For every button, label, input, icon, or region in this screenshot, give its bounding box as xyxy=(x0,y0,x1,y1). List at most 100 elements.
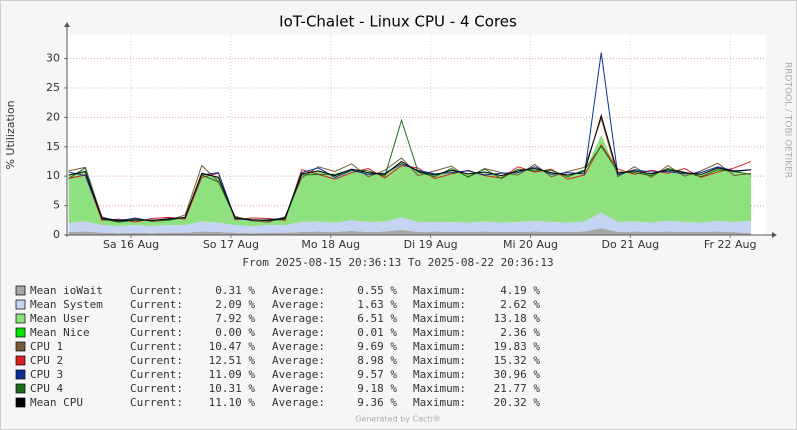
stat-label: Maximum: xyxy=(413,368,466,381)
stat-value: 9.57 % xyxy=(357,368,397,381)
y-axis-label: % Utilization xyxy=(4,100,17,169)
axis-arrow xyxy=(64,22,70,27)
stat-label: Current: xyxy=(130,382,183,395)
stat-label: Current: xyxy=(130,368,183,381)
y-tick-label: 10 xyxy=(46,169,60,182)
marks xyxy=(68,52,752,235)
legend-label: CPU 3 xyxy=(30,368,63,381)
x-tick-label: Mi 20 Aug xyxy=(503,238,558,251)
stat-value: 11.09 % xyxy=(209,368,256,381)
stat-value: 0.31 % xyxy=(215,284,255,297)
stat-value: 7.92 % xyxy=(215,312,255,325)
stack-area xyxy=(68,135,752,227)
legend-label: CPU 2 xyxy=(30,354,63,367)
stat-label: Current: xyxy=(130,312,183,325)
stat-value: 2.36 % xyxy=(500,326,540,339)
stat-label: Average: xyxy=(272,312,325,325)
stat-label: Average: xyxy=(272,368,325,381)
legend-swatch xyxy=(15,285,26,296)
stat-value: 10.31 % xyxy=(209,382,256,395)
stat-value: 6.51 % xyxy=(357,312,397,325)
x-tick-label: Di 19 Aug xyxy=(404,238,458,251)
legend-label: CPU 4 xyxy=(30,382,63,395)
stat-value: 13.18 % xyxy=(494,312,541,325)
chart-title: IoT-Chalet - Linux CPU - 4 Cores xyxy=(279,13,517,31)
x-tick-label: Fr 22 Aug xyxy=(704,238,757,251)
stat-label: Current: xyxy=(130,396,183,409)
y-tick-label: 0 xyxy=(53,228,60,241)
stat-value: 8.98 % xyxy=(357,354,397,367)
stat-label: Average: xyxy=(272,284,325,297)
stat-value: 15.32 % xyxy=(494,354,541,367)
stat-value: 11.10 % xyxy=(209,396,256,409)
stat-label: Average: xyxy=(272,340,325,353)
stat-label: Average: xyxy=(272,326,325,339)
x-tick-label: Mo 18 Aug xyxy=(301,238,360,251)
axis-arrow xyxy=(772,232,777,238)
stat-value: 20.32 % xyxy=(494,396,541,409)
x-tick-label: Do 21 Aug xyxy=(602,238,660,251)
y-tick-label: 15 xyxy=(46,140,60,153)
stat-label: Maximum: xyxy=(413,312,466,325)
y-tick-label: 30 xyxy=(46,52,60,65)
legend-label: CPU 1 xyxy=(30,340,63,353)
stat-label: Average: xyxy=(272,298,325,311)
stat-value: 12.51 % xyxy=(209,354,256,367)
stat-label: Current: xyxy=(130,340,183,353)
stat-value: 0.00 % xyxy=(215,326,255,339)
legend-swatch xyxy=(15,327,26,338)
stat-label: Maximum: xyxy=(413,284,466,297)
stat-value: 1.63 % xyxy=(357,298,397,311)
stat-label: Current: xyxy=(130,298,183,311)
legend-swatch xyxy=(15,383,26,394)
stat-value: 0.55 % xyxy=(357,284,397,297)
stat-value: 19.83 % xyxy=(494,340,541,353)
x-tick-label: So 17 Aug xyxy=(203,238,259,251)
stat-value: 9.18 % xyxy=(357,382,397,395)
legend-swatch xyxy=(15,341,26,352)
legend-label: Mean CPU xyxy=(30,396,83,409)
stack-area xyxy=(68,212,752,234)
legend-swatch xyxy=(15,355,26,366)
legend-swatch xyxy=(15,369,26,380)
grid xyxy=(67,35,766,236)
legend-swatch xyxy=(15,299,26,310)
series-line xyxy=(68,113,752,222)
stat-value: 2.62 % xyxy=(500,298,540,311)
stat-value: 4.19 % xyxy=(500,284,540,297)
stack-area xyxy=(68,227,752,235)
stat-value: 30.96 % xyxy=(494,368,541,381)
stat-label: Maximum: xyxy=(413,396,466,409)
stat-value: 2.09 % xyxy=(215,298,255,311)
stat-label: Current: xyxy=(130,326,183,339)
subtitle: From 2025-08-15 20:36:13 To 2025-08-22 2… xyxy=(242,256,553,269)
footer: Generated by Cacti® xyxy=(355,415,441,424)
legend-label: Mean System xyxy=(30,298,103,311)
legend: Mean ioWait Current: 0.31 % Average: 0.55 % M… xyxy=(15,284,541,409)
stat-label: Maximum: xyxy=(413,382,466,395)
legend-label: Mean ioWait xyxy=(30,284,103,297)
legend-label: Mean Nice xyxy=(30,326,90,339)
stat-value: 0.01 % xyxy=(357,326,397,339)
stat-value: 10.47 % xyxy=(209,340,256,353)
stat-label: Maximum: xyxy=(413,326,466,339)
stat-label: Average: xyxy=(272,354,325,367)
y-tick-label: 5 xyxy=(53,199,60,212)
legend-swatch xyxy=(15,313,26,324)
stat-label: Maximum: xyxy=(413,298,466,311)
y-tick-label: 25 xyxy=(46,81,60,94)
legend-label: Mean User xyxy=(30,312,90,325)
stat-label: Average: xyxy=(272,382,325,395)
legend-swatch xyxy=(15,397,26,408)
stat-label: Maximum: xyxy=(413,354,466,367)
stat-label: Maximum: xyxy=(413,340,466,353)
y-tick-label: 20 xyxy=(46,110,60,123)
stat-label: Current: xyxy=(130,354,183,367)
stat-value: 9.36 % xyxy=(357,396,397,409)
watermark: RRDTOOL / TOBI OETIKER xyxy=(783,62,793,178)
stat-label: Current: xyxy=(130,284,183,297)
x-tick-label: Sa 16 Aug xyxy=(103,238,159,251)
stat-value: 9.69 % xyxy=(357,340,397,353)
stat-label: Average: xyxy=(272,396,325,409)
